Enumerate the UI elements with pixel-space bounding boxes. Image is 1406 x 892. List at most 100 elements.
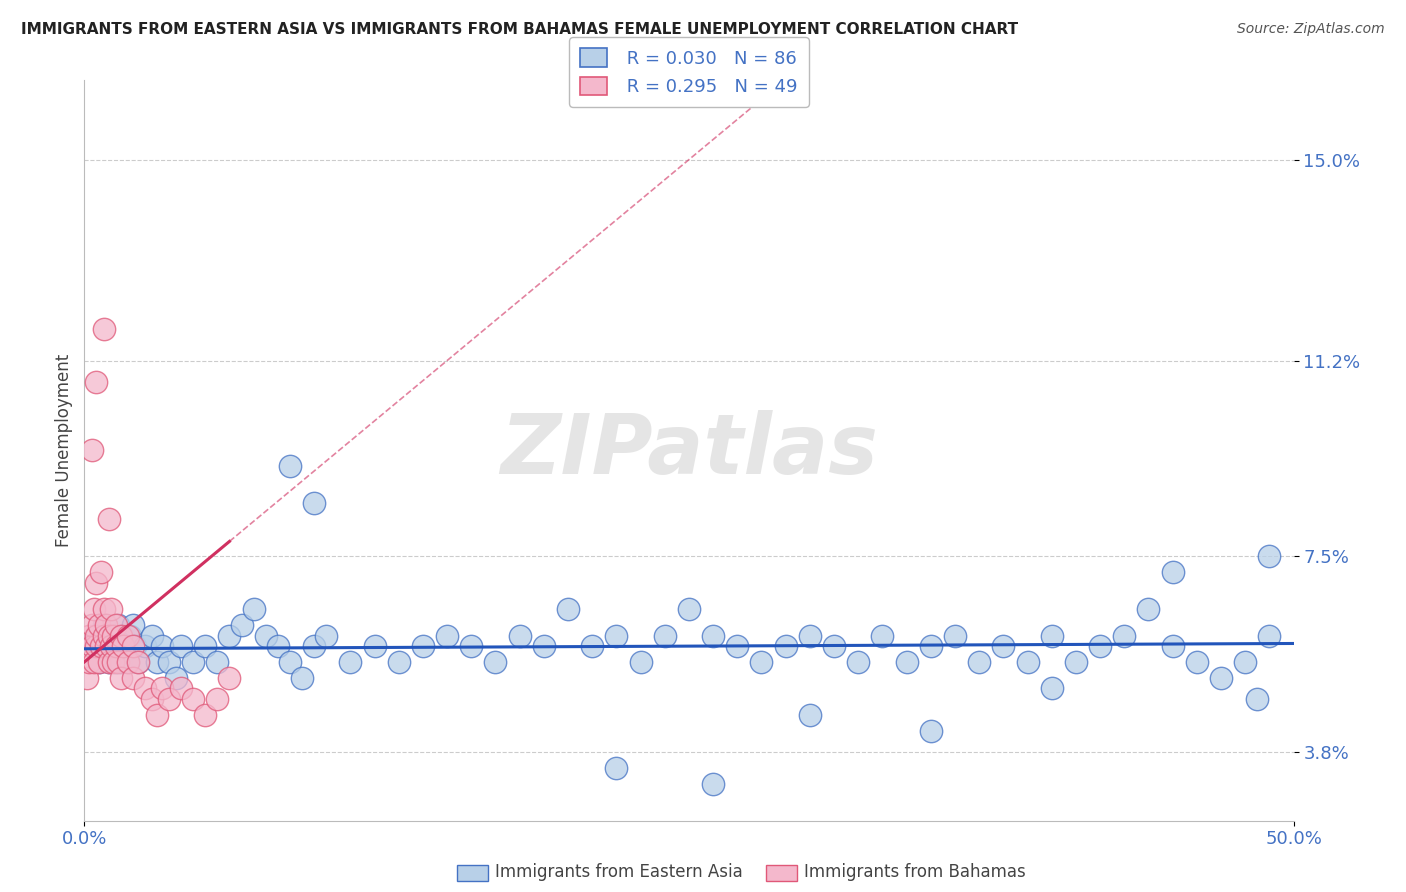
Point (823, 639, 845, 653)
Point (920, 639, 942, 653)
Point (1246, 692, 1268, 706)
Point (103, 655, 125, 669)
Point (87, 618, 110, 632)
Point (702, 776, 724, 791)
Point (943, 629, 966, 643)
Point (170, 681, 193, 696)
Point (218, 629, 240, 643)
Point (83, 655, 105, 669)
Point (678, 602, 700, 616)
Point (121, 639, 143, 653)
Point (157, 655, 180, 669)
Point (86, 375, 108, 389)
Point (533, 639, 555, 653)
Text: ZIPatlas: ZIPatlas (501, 410, 877, 491)
Point (80, 639, 103, 653)
Point (77, 655, 100, 669)
Point (1185, 655, 1208, 669)
Point (117, 655, 139, 669)
Point (80, 443, 103, 458)
Point (93, 629, 115, 643)
Point (165, 671, 187, 685)
Point (605, 629, 627, 643)
Point (112, 629, 135, 643)
Point (242, 602, 264, 616)
Point (581, 639, 603, 653)
Point (86, 629, 108, 643)
Point (107, 618, 129, 632)
Point (484, 655, 506, 669)
Point (1161, 565, 1184, 579)
Point (87, 655, 110, 669)
Point (194, 707, 217, 722)
Point (207, 655, 229, 669)
Point (231, 618, 253, 632)
Point (278, 459, 301, 474)
Point (94, 639, 117, 653)
Point (896, 655, 918, 669)
Point (1137, 602, 1160, 616)
Point (80, 618, 103, 632)
Point (112, 639, 135, 653)
Point (90, 565, 112, 579)
Point (107, 655, 129, 669)
Point (181, 692, 204, 706)
Point (127, 655, 149, 669)
Point (120, 629, 142, 643)
Point (630, 655, 652, 669)
Point (775, 639, 797, 653)
Point (267, 639, 290, 653)
Point (291, 671, 314, 685)
Point (97, 512, 120, 526)
Text: Immigrants from Eastern Asia: Immigrants from Eastern Asia (495, 863, 742, 881)
Point (121, 671, 143, 685)
Point (1209, 671, 1232, 685)
Point (103, 629, 125, 643)
Point (799, 629, 821, 643)
Point (86, 629, 108, 643)
Point (117, 655, 139, 669)
Point (1088, 639, 1111, 653)
Point (1161, 639, 1184, 653)
Point (134, 639, 156, 653)
Point (654, 629, 676, 643)
Point (77, 629, 100, 643)
Point (967, 655, 990, 669)
Point (363, 639, 385, 653)
Point (1040, 629, 1063, 643)
Point (920, 723, 942, 738)
Point (157, 692, 180, 706)
Point (141, 629, 163, 643)
Point (97, 655, 120, 669)
Point (1234, 655, 1257, 669)
Point (94, 618, 117, 632)
Point (846, 655, 869, 669)
Point (1258, 629, 1281, 643)
Point (114, 639, 136, 653)
Point (97, 655, 120, 669)
Point (134, 681, 156, 696)
Point (97, 629, 120, 643)
Point (80, 639, 103, 653)
Point (93, 322, 115, 336)
Point (702, 629, 724, 643)
Point (146, 655, 169, 669)
Point (302, 496, 325, 510)
Point (87, 655, 110, 669)
Point (104, 655, 127, 669)
Point (181, 655, 204, 669)
Point (557, 602, 579, 616)
Point (278, 655, 301, 669)
Text: IMMIGRANTS FROM EASTERN ASIA VS IMMIGRANTS FROM BAHAMAS FEMALE UNEMPLOYMENT CORR: IMMIGRANTS FROM EASTERN ASIA VS IMMIGRAN… (21, 22, 1018, 37)
Point (100, 629, 122, 643)
Point (127, 655, 149, 669)
Y-axis label: Female Unemployment: Female Unemployment (55, 354, 73, 547)
Point (94, 639, 117, 653)
Point (218, 671, 240, 685)
Point (150, 681, 173, 696)
Point (110, 671, 132, 685)
Point (124, 639, 146, 653)
Point (146, 707, 169, 722)
Point (121, 618, 143, 632)
Legend:  R = 0.030   N = 86,  R = 0.295   N = 49: R = 0.030 N = 86, R = 0.295 N = 49 (569, 37, 808, 107)
